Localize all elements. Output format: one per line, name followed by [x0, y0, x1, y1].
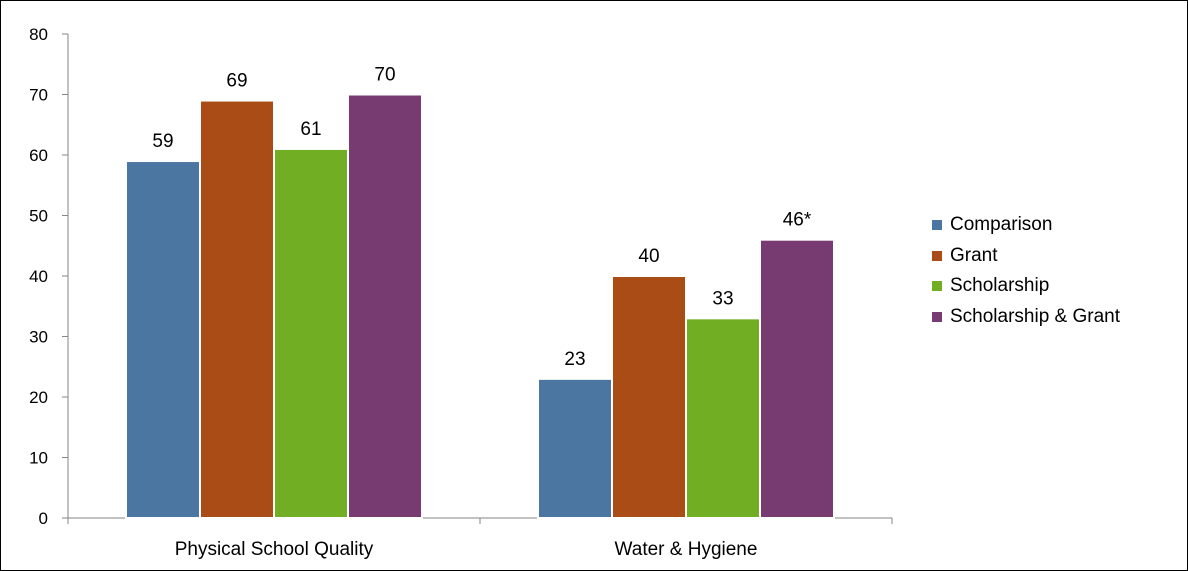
legend-label-grant: Grant — [950, 244, 998, 266]
legend-item-grant: Grant — [932, 241, 1120, 272]
bar — [685, 317, 761, 519]
y-tick-label: 70 — [29, 86, 48, 105]
bar — [273, 147, 349, 519]
bar — [199, 99, 275, 520]
x-tick-label: Water & Hygiene — [615, 539, 758, 560]
data-label: 69 — [226, 71, 247, 92]
data-label: 33 — [712, 288, 733, 309]
legend-item-scholarship: Scholarship — [932, 271, 1120, 302]
y-tick-label: 60 — [29, 146, 48, 165]
data-label: 23 — [564, 349, 585, 370]
y-tick-label: 10 — [29, 449, 48, 468]
legend-label-scholarship: Scholarship — [950, 275, 1050, 297]
legend-swatch-scholarship — [932, 281, 942, 292]
y-tick-label: 20 — [29, 388, 48, 407]
y-tick-label: 40 — [29, 267, 48, 286]
legend-item-comparison: Comparison — [932, 210, 1120, 241]
bar — [125, 160, 201, 520]
legend-swatch-comparison — [932, 220, 942, 231]
y-tick-label: 50 — [29, 207, 48, 226]
y-tick-label: 30 — [29, 328, 48, 347]
legend-label-comparison: Comparison — [950, 214, 1053, 236]
y-tick-label: 80 — [29, 25, 48, 44]
legend-swatch-grant — [932, 250, 942, 261]
bar — [611, 275, 687, 519]
y-tick-label: 0 — [39, 509, 48, 528]
legend: Comparison Grant Scholarship Scholarship… — [932, 210, 1120, 332]
legend-label-scholarship-grant: Scholarship & Grant — [950, 305, 1121, 327]
data-label: 46* — [783, 210, 812, 231]
data-label: 59 — [152, 131, 173, 152]
bar — [537, 377, 613, 519]
data-label: 70 — [374, 65, 395, 86]
bar — [759, 238, 835, 519]
legend-swatch-scholarship-grant — [932, 311, 942, 322]
x-tick-label: Physical School Quality — [175, 539, 374, 560]
data-label: 40 — [638, 246, 659, 267]
bar — [347, 93, 423, 519]
data-label: 61 — [300, 119, 321, 140]
legend-item-scholarship-grant: Scholarship & Grant — [932, 302, 1120, 333]
